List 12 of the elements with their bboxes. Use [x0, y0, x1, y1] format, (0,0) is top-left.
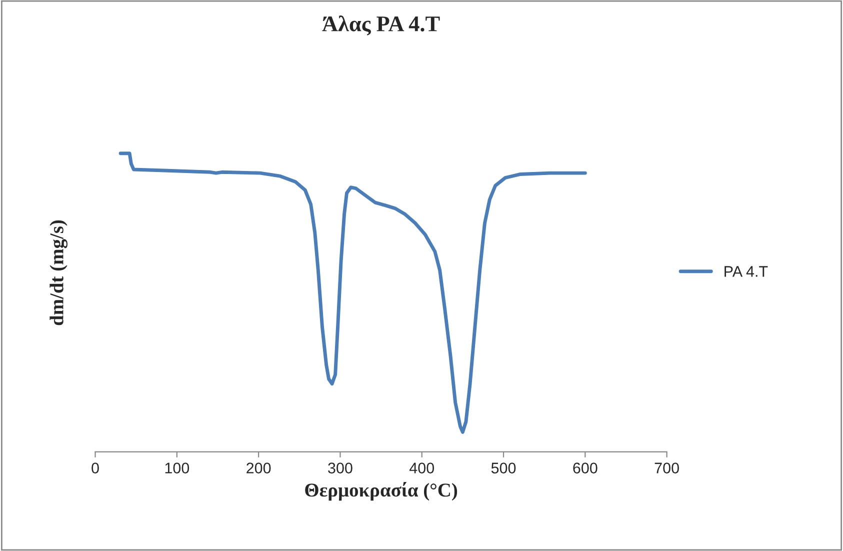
x-tick-label: 400	[409, 462, 434, 474]
x-tick-label: 0	[92, 462, 99, 474]
x-tick-label: 300	[328, 462, 352, 474]
x-tick-label: 200	[246, 462, 271, 474]
x-tick-label: 600	[573, 462, 598, 474]
x-axis-title: Θερμοκρασία (°C)	[305, 482, 458, 501]
legend-label: PA 4.T	[724, 266, 768, 277]
chart-title: Άλας PA 4.T	[322, 16, 440, 36]
x-tick-label: 100	[165, 462, 190, 474]
y-axis-title: dm/dt (mg/s)	[50, 220, 68, 326]
x-tick-label: 700	[654, 462, 679, 474]
x-tick-label: 500	[491, 462, 516, 474]
